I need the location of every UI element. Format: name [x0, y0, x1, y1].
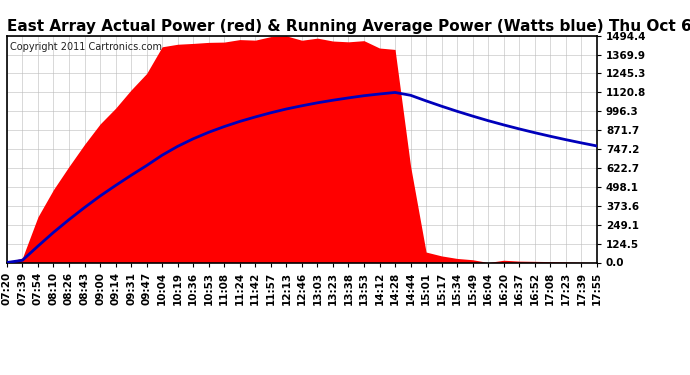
- Text: East Array Actual Power (red) & Running Average Power (Watts blue) Thu Oct 6 18:: East Array Actual Power (red) & Running …: [7, 20, 690, 34]
- Text: Copyright 2011 Cartronics.com: Copyright 2011 Cartronics.com: [10, 42, 162, 52]
